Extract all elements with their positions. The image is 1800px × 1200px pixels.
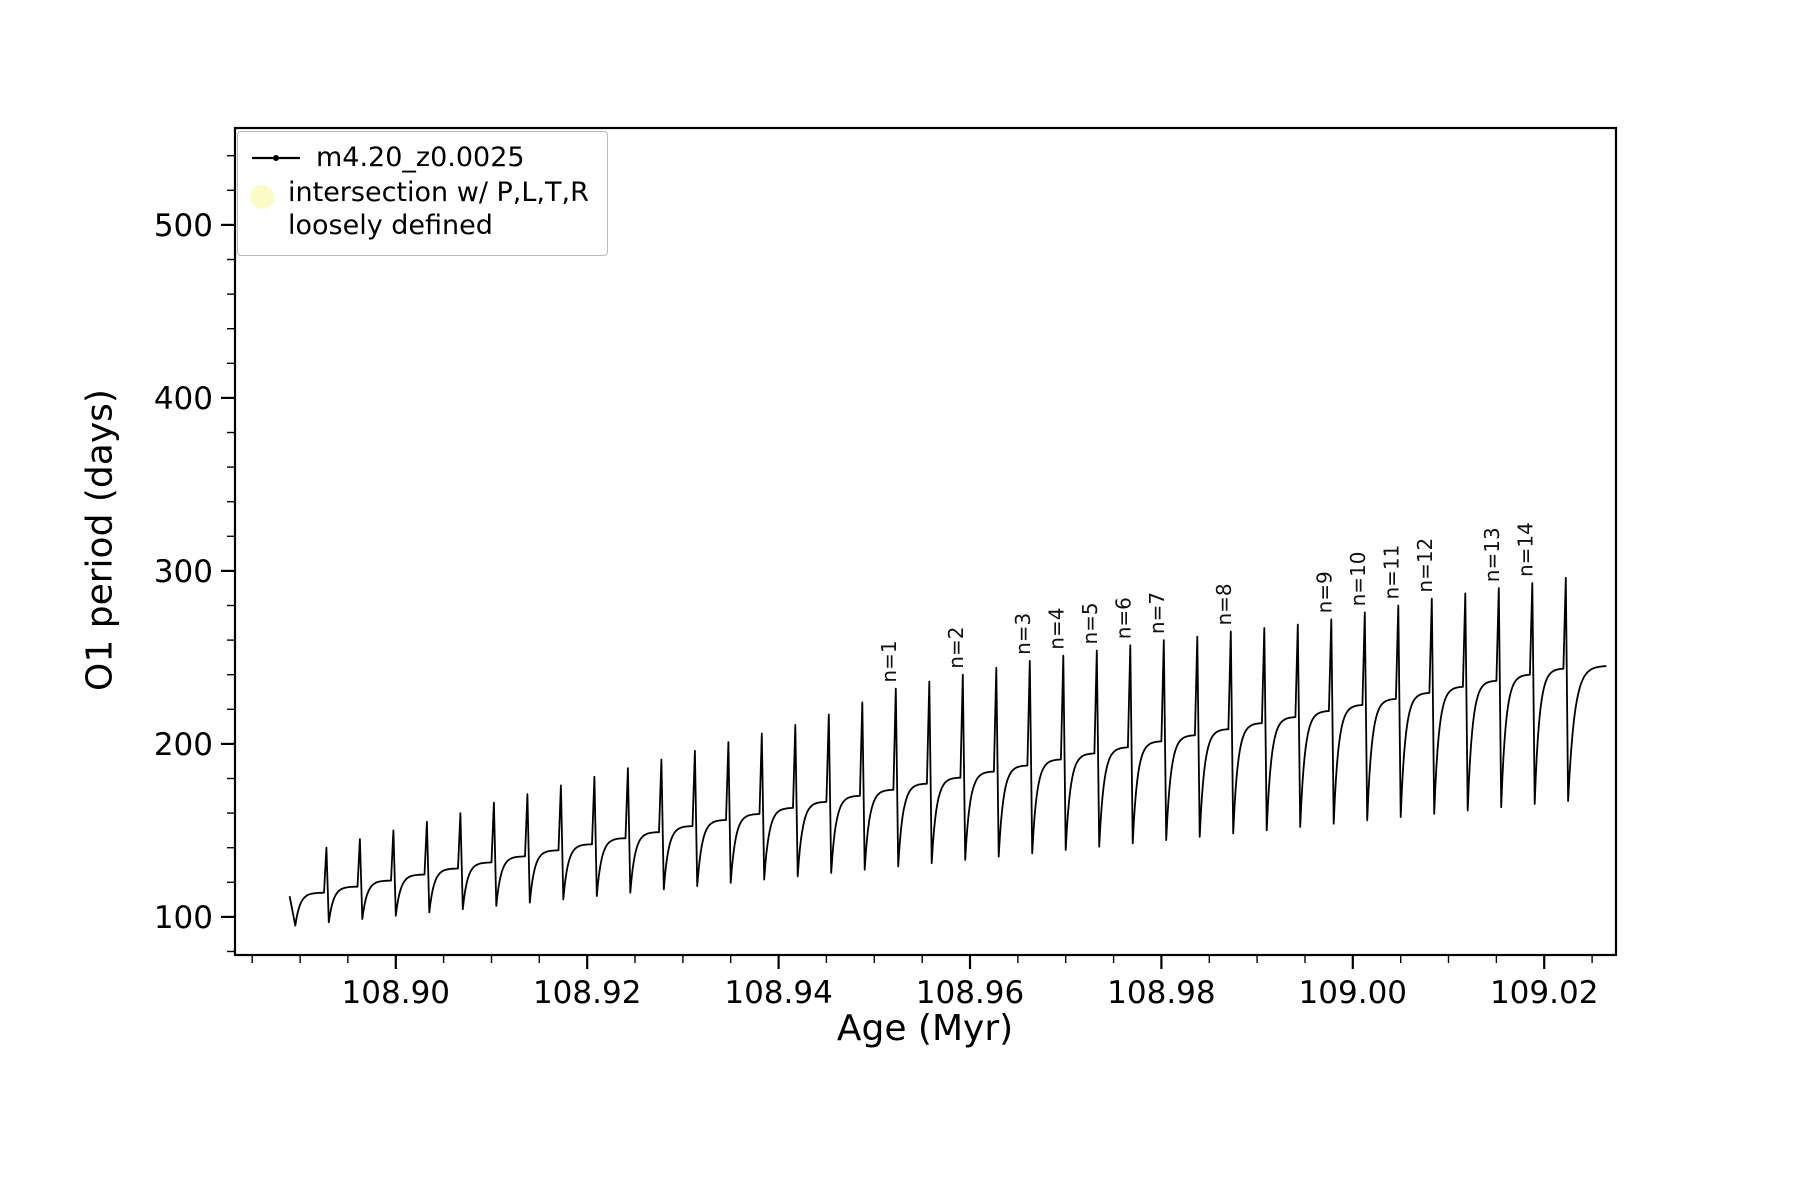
legend-intersection-label: intersection w/ P,L,T,R loosely defined xyxy=(288,176,589,241)
legend: m4.20_z0.0025 intersection w/ P,L,T,R lo… xyxy=(237,131,608,256)
x-axis-label: Age (Myr) xyxy=(836,1008,1014,1049)
svg-text:n=7: n=7 xyxy=(1145,592,1169,634)
svg-text:n=2: n=2 xyxy=(944,627,968,669)
svg-text:108.92: 108.92 xyxy=(533,975,641,1011)
intersection-marker-icon xyxy=(250,184,274,209)
svg-text:400: 400 xyxy=(154,381,213,417)
legend-series-label: m4.20_z0.0025 xyxy=(316,142,525,173)
svg-text:n=10: n=10 xyxy=(1346,552,1370,607)
svg-text:n=11: n=11 xyxy=(1379,545,1403,600)
y-axis-label: O1 period (days) xyxy=(79,389,121,691)
svg-text:200: 200 xyxy=(154,727,213,763)
svg-text:500: 500 xyxy=(154,208,213,244)
svg-text:300: 300 xyxy=(154,554,213,590)
svg-text:n=12: n=12 xyxy=(1413,538,1437,593)
svg-text:n=6: n=6 xyxy=(1111,597,1135,639)
svg-text:n=14: n=14 xyxy=(1513,522,1537,577)
svg-text:108.96: 108.96 xyxy=(916,975,1024,1011)
svg-text:n=1: n=1 xyxy=(877,640,901,682)
svg-text:108.98: 108.98 xyxy=(1107,975,1215,1011)
svg-text:n=3: n=3 xyxy=(1011,613,1035,655)
svg-text:109.02: 109.02 xyxy=(1490,975,1598,1011)
svg-text:108.90: 108.90 xyxy=(342,975,450,1011)
svg-text:n=5: n=5 xyxy=(1078,602,1102,644)
svg-text:n=4: n=4 xyxy=(1044,608,1068,650)
svg-text:n=13: n=13 xyxy=(1480,527,1504,582)
svg-text:n=9: n=9 xyxy=(1312,571,1336,613)
svg-text:108.94: 108.94 xyxy=(724,975,832,1011)
legend-line-marker-icon xyxy=(252,155,300,162)
legend-entry-intersection: intersection w/ P,L,T,R loosely defined xyxy=(250,177,589,243)
svg-text:n=8: n=8 xyxy=(1212,583,1236,625)
svg-text:109.00: 109.00 xyxy=(1299,975,1407,1011)
svg-text:100: 100 xyxy=(154,900,213,936)
legend-entry-series: m4.20_z0.0025 xyxy=(250,142,589,175)
